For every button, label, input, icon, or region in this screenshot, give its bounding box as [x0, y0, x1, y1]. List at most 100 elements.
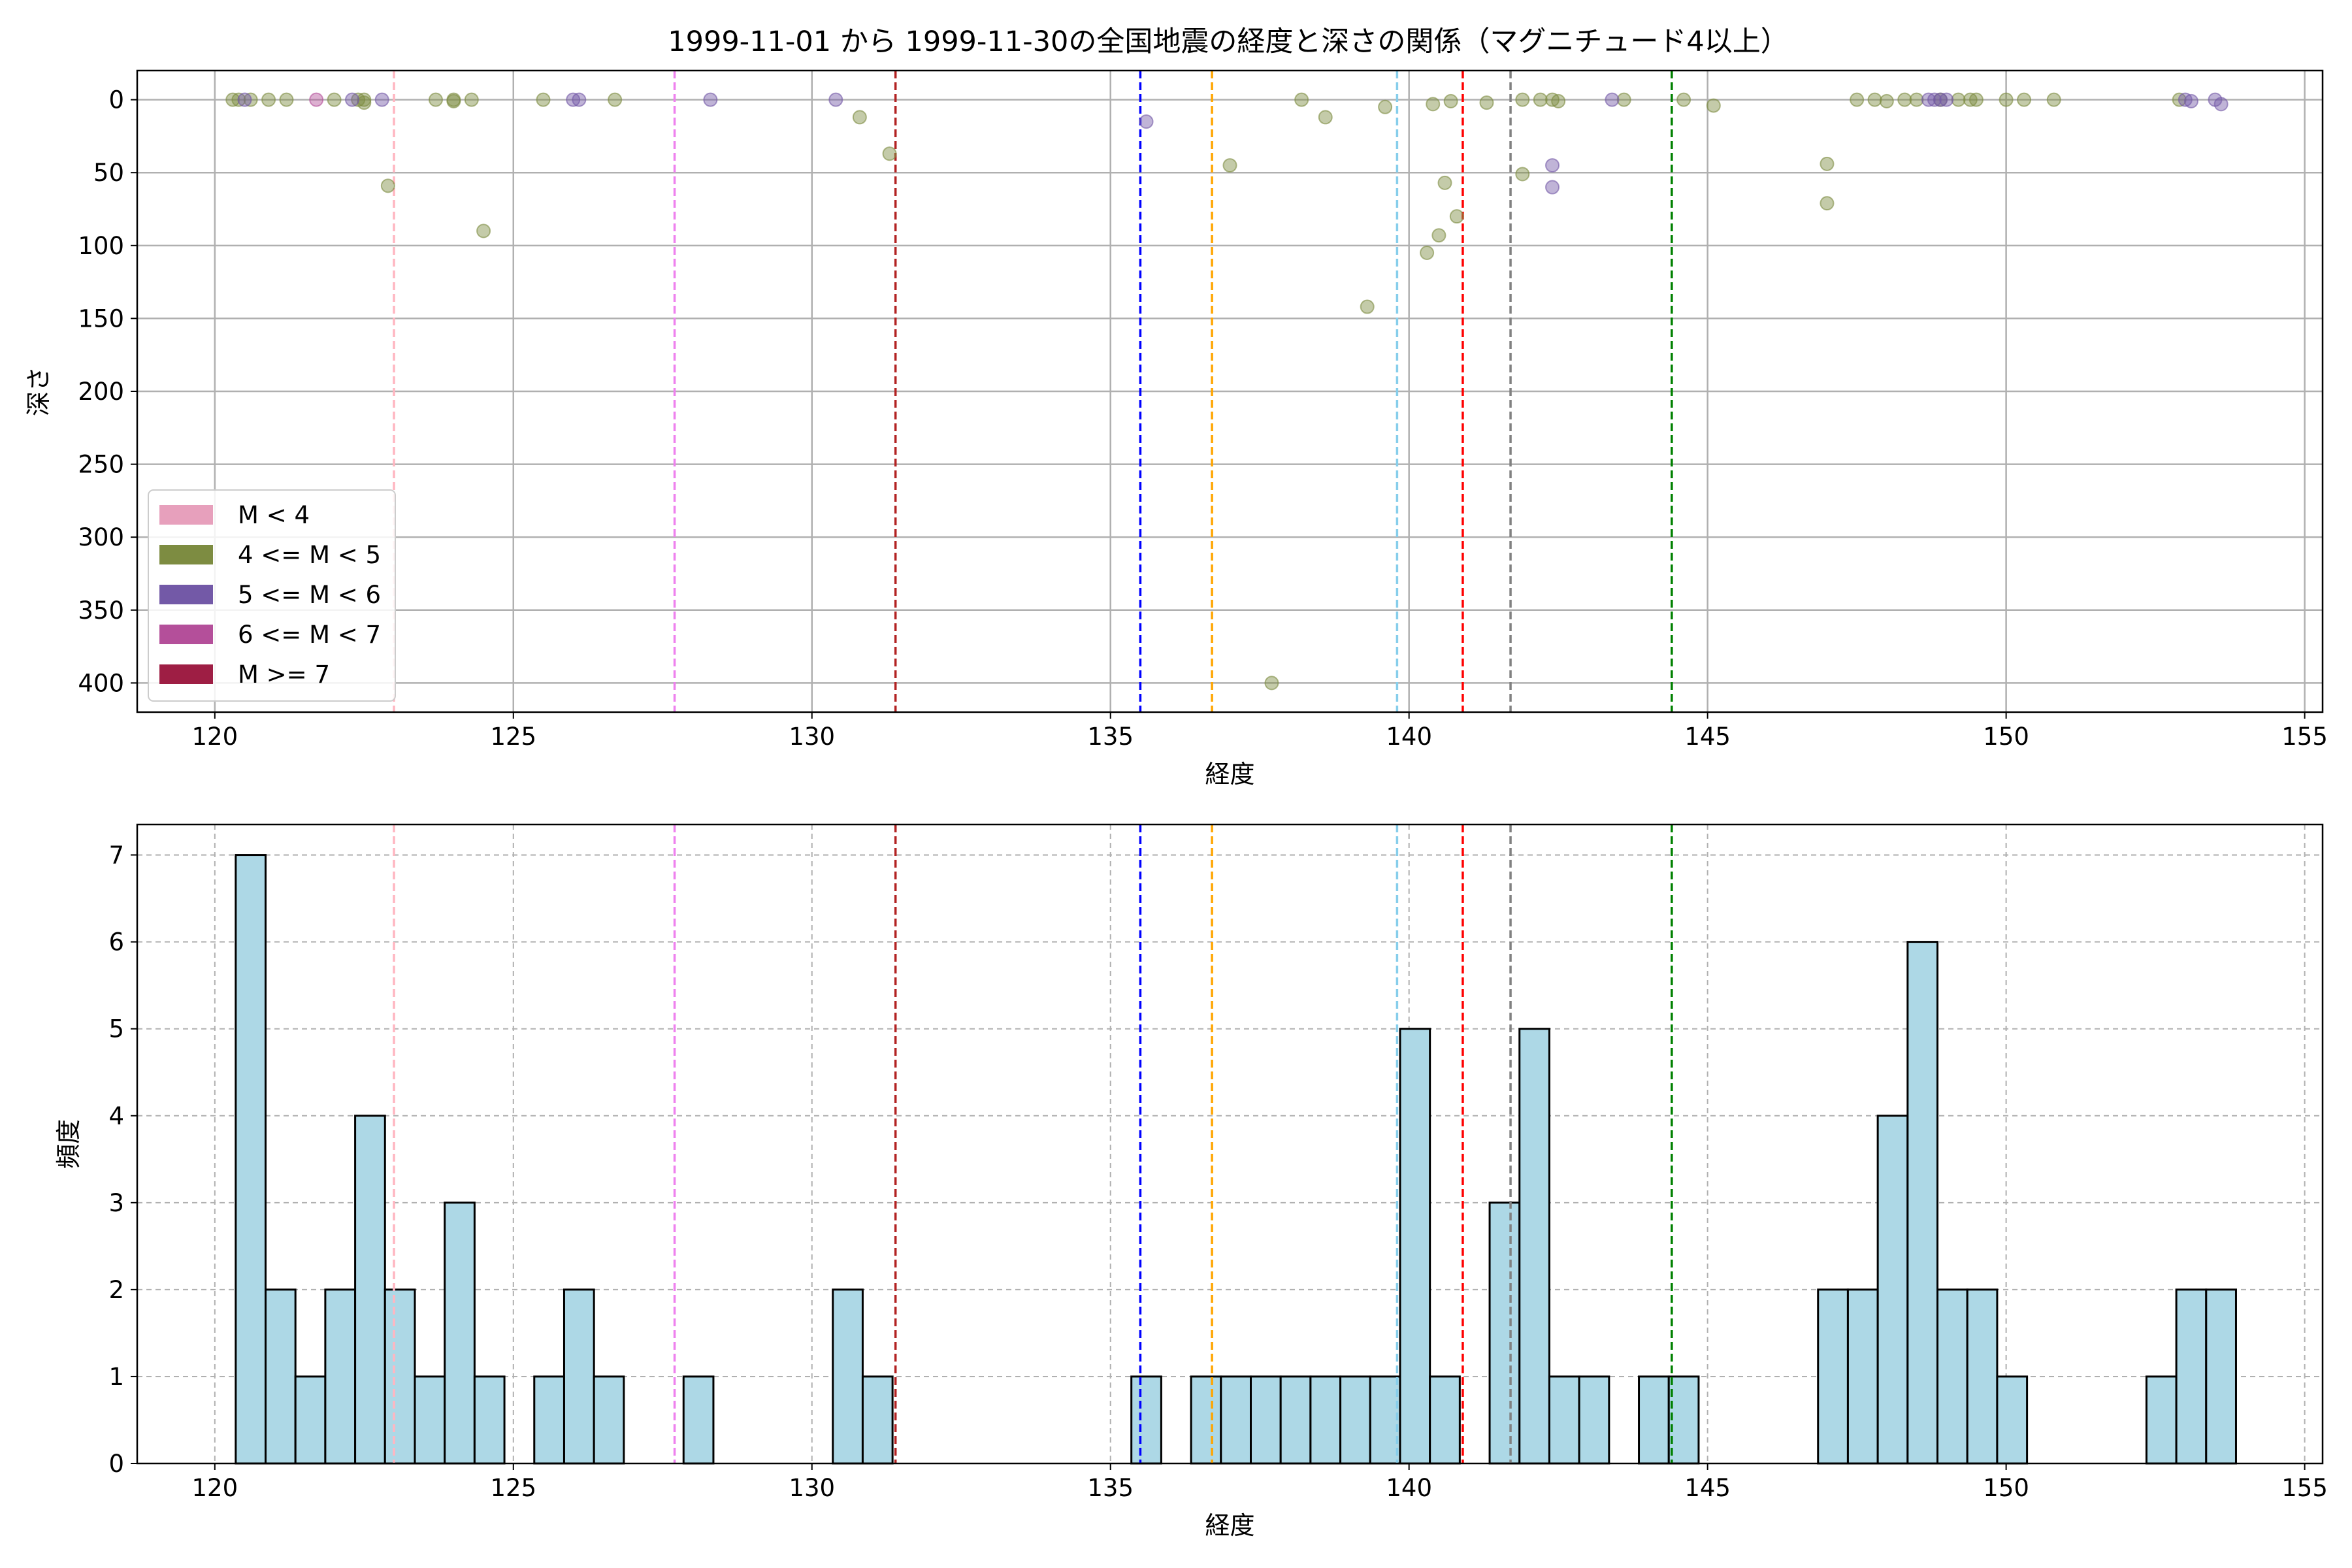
- scatter-point: [374, 92, 389, 107]
- scatter-point: [1360, 299, 1375, 314]
- scatter-point: [261, 92, 276, 107]
- scatter-point: [1999, 92, 2014, 107]
- histogram-bar: [1638, 1375, 1670, 1465]
- histogram-x-tick-label: 135: [1087, 1474, 1134, 1502]
- legend-swatch: [159, 664, 213, 684]
- histogram-bar: [2175, 1288, 2208, 1465]
- scatter-point: [2017, 92, 2032, 107]
- histogram-x-ticks: 120 125 130 135 140 145 150 155: [191, 1463, 2328, 1502]
- histogram-y-tick-label: 2: [108, 1276, 124, 1304]
- histogram-y-tick-label: 4: [108, 1102, 124, 1130]
- histogram-bar: [1429, 1375, 1461, 1465]
- scatter-point: [1820, 156, 1835, 171]
- histogram-bar: [1548, 1375, 1580, 1465]
- histogram-bar: [1578, 1375, 1610, 1465]
- scatter-point: [1820, 196, 1835, 211]
- histogram-bar: [1220, 1375, 1252, 1465]
- scatter-point: [703, 92, 718, 107]
- scatter-grid: [137, 71, 2323, 712]
- scatter-point: [1264, 676, 1279, 691]
- histogram-bar: [1936, 1288, 1968, 1465]
- histogram-bar: [1876, 1115, 1909, 1465]
- scatter-y-tick-label: 400: [78, 669, 124, 697]
- figure-title: 1999-11-01 から 1999-11-30の全国地震の経度と深さの関係（マ…: [668, 25, 1789, 58]
- scatter-point: [1318, 110, 1333, 125]
- scatter-point: [1222, 158, 1237, 173]
- scatter-point: [2046, 92, 2061, 107]
- scatter-point: [237, 92, 252, 107]
- scatter-point: [1616, 92, 1631, 107]
- scatter-point: [1706, 98, 1721, 113]
- scatter-point: [1139, 114, 1154, 129]
- scatter-x-tick-label: 120: [191, 723, 238, 751]
- histogram-bar: [1996, 1375, 2029, 1465]
- histogram-bar: [1309, 1375, 1342, 1465]
- histogram-bar: [354, 1115, 386, 1465]
- histogram-x-tick-label: 155: [2281, 1474, 2328, 1502]
- histogram-x-tick-label: 140: [1386, 1474, 1432, 1502]
- scatter-point: [572, 92, 587, 107]
- histogram-reference-lines: [393, 825, 1673, 1463]
- scatter-point: [1939, 92, 1954, 107]
- scatter-point: [1605, 92, 1620, 107]
- scatter-point: [1533, 92, 1548, 107]
- scatter-point: [1378, 99, 1393, 114]
- legend-label: 6 <= M < 7: [238, 621, 381, 649]
- scatter-point: [1551, 93, 1566, 108]
- histogram-bar: [861, 1375, 894, 1465]
- histogram-bar: [1966, 1288, 1999, 1465]
- scatter-reference-lines: [393, 71, 1673, 712]
- scatter-point: [1515, 92, 1530, 107]
- histogram-y-ticks: 0 1 2 3 4 5 6 7: [108, 841, 137, 1478]
- histogram-bar: [1190, 1375, 1222, 1465]
- histogram-x-tick-label: 130: [789, 1474, 835, 1502]
- scatter-point: [536, 92, 551, 107]
- scatter-point: [1867, 92, 1882, 107]
- scatter-point: [608, 92, 623, 107]
- histogram-x-tick-label: 120: [191, 1474, 238, 1502]
- scatter-point: [1968, 92, 1984, 107]
- scatter-point: [1294, 92, 1309, 107]
- histogram-bar: [1279, 1375, 1312, 1465]
- scatter-point: [1449, 209, 1464, 224]
- histogram-bar: [294, 1375, 327, 1465]
- scatter-point: [309, 92, 324, 107]
- scatter-point: [279, 92, 294, 107]
- scatter-point: [2213, 97, 2229, 112]
- scatter-x-axis-label: 経度: [1205, 760, 1254, 789]
- legend-swatch: [159, 505, 213, 525]
- scatter-point: [1676, 92, 1691, 107]
- histogram-bar: [414, 1375, 446, 1465]
- legend-swatch: [159, 585, 213, 604]
- histogram-bar: [2145, 1375, 2178, 1465]
- scatter-y-ticks: 0 50 100 150 200 250 300 350 400: [78, 86, 137, 697]
- legend-label: 5 <= M < 6: [238, 581, 381, 609]
- scatter-y-tick-label: 250: [78, 451, 124, 479]
- scatter-x-tick-label: 130: [789, 723, 835, 751]
- legend-swatch: [159, 545, 213, 564]
- scatter-y-axis-label: 深さ: [24, 367, 53, 416]
- scatter-point: [1545, 158, 1560, 173]
- legend-swatch: [159, 625, 213, 644]
- histogram-bar: [682, 1375, 715, 1465]
- histogram-bar: [1817, 1288, 1849, 1465]
- scatter-point: [1879, 93, 1894, 108]
- scatter-point: [852, 110, 867, 125]
- scatter-y-tick-label: 300: [78, 523, 124, 551]
- histogram-y-tick-label: 3: [108, 1189, 124, 1217]
- scatter-y-tick-label: 50: [93, 159, 124, 187]
- depth-scatter-panel: 120 125 130 135 140 145 150 155 0 50 100 150 200 250…: [24, 69, 2328, 789]
- scatter-point: [327, 92, 342, 107]
- histogram-bar: [1369, 1375, 1401, 1465]
- scatter-point: [1850, 92, 1865, 107]
- scatter-point: [1897, 92, 1912, 107]
- scatter-point: [446, 93, 461, 108]
- scatter-point: [1420, 245, 1435, 260]
- legend-box: [148, 489, 396, 702]
- legend-label: 4 <= M < 5: [238, 541, 381, 569]
- histogram-y-tick-label: 5: [108, 1015, 124, 1043]
- scatter-point: [882, 146, 897, 161]
- legend-label: M >= 7: [238, 661, 330, 689]
- histogram-y-axis-label: 頻度: [54, 1119, 83, 1169]
- histogram-y-tick-label: 6: [108, 928, 124, 956]
